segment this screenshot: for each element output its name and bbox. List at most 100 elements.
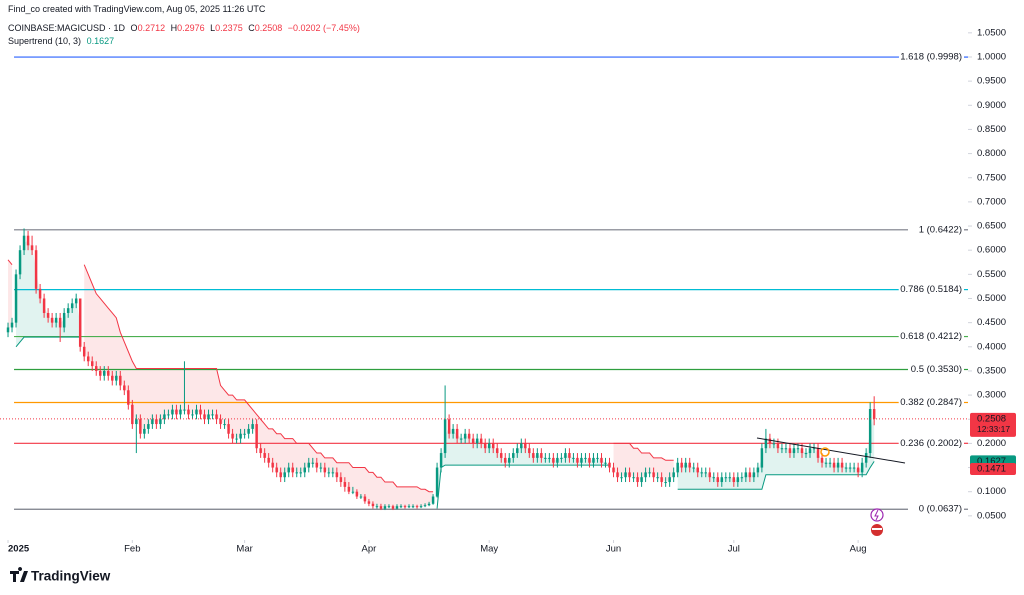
candle-body bbox=[42, 298, 46, 313]
candle-body bbox=[544, 457, 547, 459]
candle-body bbox=[560, 457, 563, 459]
candle-body bbox=[808, 448, 812, 454]
candle-body bbox=[652, 472, 655, 478]
fib-level-label: 0 (0.0637) bbox=[919, 504, 962, 515]
candle-body bbox=[540, 453, 543, 458]
candle-body bbox=[868, 409, 872, 454]
candle-body bbox=[572, 457, 575, 459]
candle-body bbox=[728, 477, 732, 479]
candle-body bbox=[215, 414, 218, 420]
candle-body bbox=[844, 467, 848, 469]
candle-body bbox=[668, 477, 671, 483]
supertrend-fill bbox=[677, 413, 875, 490]
supertrend-fill bbox=[613, 443, 674, 483]
candle-body bbox=[74, 298, 78, 304]
y-tick-label: 1.0000 bbox=[977, 51, 1006, 62]
candle-body bbox=[768, 438, 772, 444]
candle-body bbox=[427, 503, 431, 506]
candle-body bbox=[748, 472, 752, 478]
candle-body bbox=[347, 486, 351, 492]
candle-body bbox=[475, 438, 479, 444]
candle-body bbox=[680, 462, 683, 468]
candle-body bbox=[343, 482, 347, 487]
candle-body bbox=[491, 443, 495, 449]
price-tag-label: 0.2508 bbox=[977, 413, 1006, 424]
candle-body bbox=[548, 457, 551, 459]
candle-body bbox=[704, 472, 707, 474]
y-tick-label: 0.5000 bbox=[977, 293, 1006, 304]
candle-body bbox=[459, 438, 463, 440]
candle-body bbox=[271, 462, 274, 468]
candle-body bbox=[848, 467, 852, 469]
candle-body bbox=[532, 453, 535, 458]
candle-body bbox=[744, 472, 748, 478]
candle-body bbox=[99, 370, 102, 376]
candle-body bbox=[103, 370, 106, 376]
candle-body bbox=[676, 462, 679, 473]
ohlc-key: C bbox=[248, 23, 255, 33]
x-tick-label: Jun bbox=[606, 544, 621, 555]
ohlc-row: COINBASE:MAGICUSD · 1D O0.2712 H0.2976 L… bbox=[8, 22, 363, 35]
candle-body bbox=[552, 457, 555, 463]
candle-body bbox=[191, 414, 194, 416]
supertrend-line bbox=[436, 464, 610, 509]
attribution-row: Find_co created with TradingView.com, Au… bbox=[8, 3, 363, 16]
candle-body bbox=[223, 424, 226, 426]
fib-level-label: 0.5 (0.3530) bbox=[911, 364, 962, 375]
candle-body bbox=[46, 312, 50, 318]
indicator-value: 0.1627 bbox=[86, 36, 115, 46]
candle-body bbox=[592, 457, 595, 463]
y-tick-label: 0.0500 bbox=[977, 510, 1006, 521]
event-icon[interactable] bbox=[870, 508, 884, 522]
candle-body bbox=[467, 433, 471, 439]
candle-body bbox=[111, 375, 114, 381]
symbol: COINBASE:MAGICUSD · 1D bbox=[8, 23, 126, 33]
candle-body bbox=[644, 472, 647, 478]
candle-body bbox=[419, 506, 423, 508]
candle-body bbox=[656, 477, 659, 479]
candle-body bbox=[355, 491, 359, 497]
candle-body bbox=[628, 472, 631, 478]
candle-body bbox=[840, 462, 844, 468]
candle-body bbox=[608, 462, 611, 468]
candle-body bbox=[127, 390, 130, 405]
ohlc-key: H bbox=[170, 23, 178, 33]
fib-level-label: 1.618 (0.9998) bbox=[900, 52, 962, 63]
candle-body bbox=[307, 462, 311, 468]
candle-body bbox=[455, 428, 459, 439]
candle-body bbox=[62, 312, 66, 328]
candle-body bbox=[243, 433, 246, 435]
candle-body bbox=[199, 409, 202, 415]
candle-body bbox=[672, 472, 675, 478]
candle-body bbox=[123, 385, 126, 391]
candle-body bbox=[792, 448, 796, 454]
y-tick-label: 0.8500 bbox=[977, 124, 1006, 135]
candle-body bbox=[495, 448, 499, 454]
candle-body bbox=[163, 414, 166, 420]
candle-body bbox=[319, 467, 323, 469]
candle-body bbox=[816, 448, 820, 458]
candle-body bbox=[580, 457, 583, 463]
candle-body bbox=[520, 443, 523, 449]
candle-body bbox=[423, 505, 427, 507]
candle-body bbox=[528, 448, 531, 454]
candle-body bbox=[720, 477, 724, 483]
candle-body bbox=[536, 453, 539, 458]
candle-body bbox=[764, 438, 768, 449]
candle-body bbox=[508, 457, 511, 463]
candle-body bbox=[167, 414, 170, 416]
candle-body bbox=[600, 457, 603, 463]
candle-body bbox=[239, 433, 242, 439]
supertrend-line bbox=[83, 264, 434, 493]
y-tick-label: 0.4000 bbox=[977, 341, 1006, 352]
candle-body bbox=[736, 477, 740, 483]
candle-body bbox=[323, 467, 327, 473]
candle-body bbox=[407, 506, 411, 508]
candle-body bbox=[820, 457, 824, 463]
candle-body bbox=[251, 424, 254, 429]
price-tag-countdown: 12:33:17 bbox=[977, 424, 1010, 434]
y-tick-label: 0.3000 bbox=[977, 390, 1006, 401]
candle-body bbox=[604, 462, 607, 464]
